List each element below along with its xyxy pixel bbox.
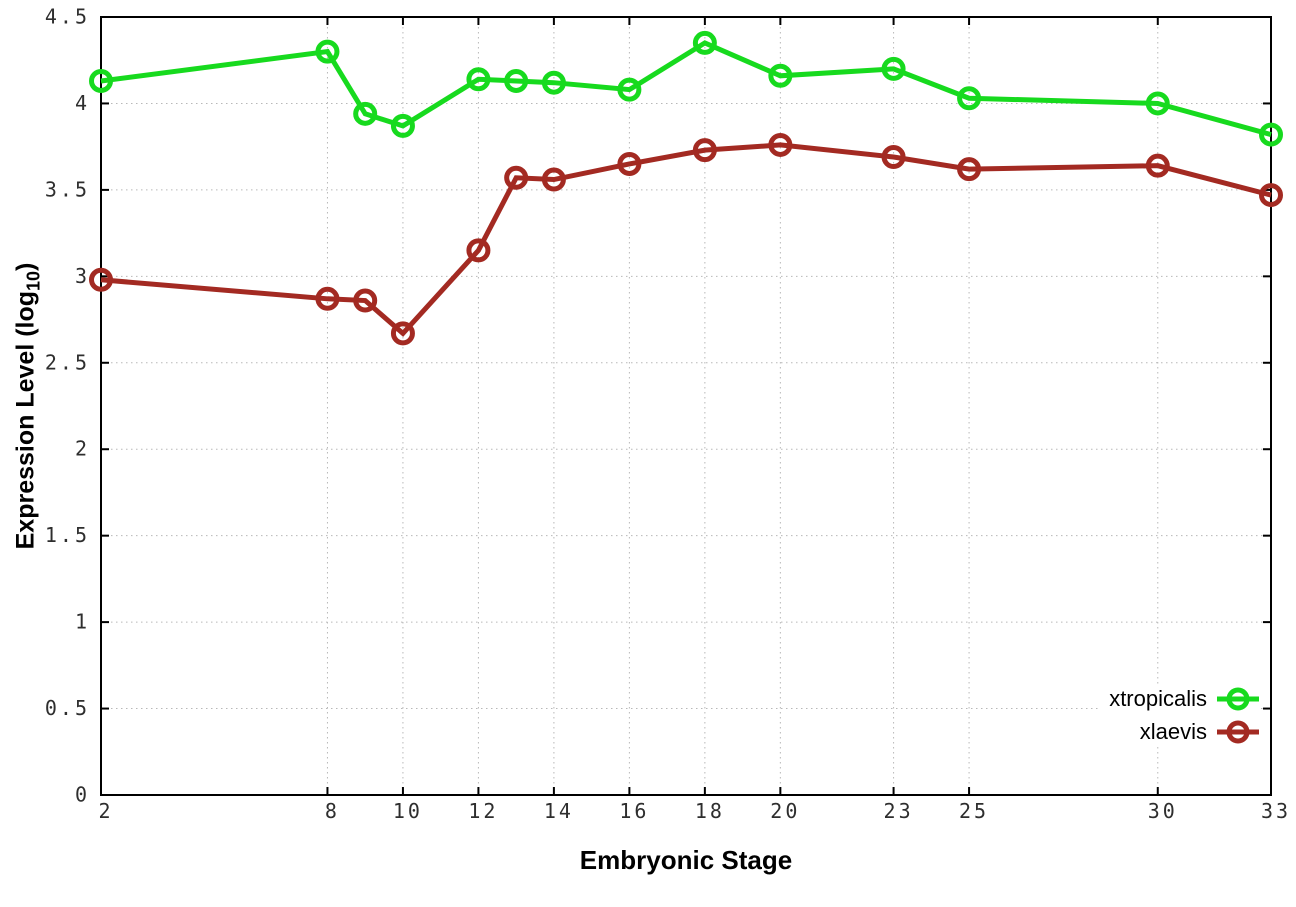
x-tick-label: 16 (619, 799, 649, 823)
data-point-xlaevis (353, 288, 378, 313)
x-tick-label: 25 (959, 799, 989, 823)
legend-circle-icon (1226, 720, 1250, 744)
legend-label-xtropicalis: xtropicalis (1109, 686, 1207, 711)
legend-item-xtropicalis: xtropicalis (1109, 684, 1260, 714)
legend-label-xlaevis: xlaevis (1139, 719, 1207, 744)
y-tick-label: 1.5 (45, 523, 90, 547)
y-tick-label: 2.5 (45, 350, 90, 374)
data-point-xtropicalis (353, 101, 378, 126)
y-tick-label: 1 (75, 610, 90, 634)
x-tick-label: 23 (884, 799, 914, 823)
x-tick-label: 18 (695, 799, 725, 823)
x-tick-label: 10 (393, 799, 423, 823)
legend-circle-icon (1226, 687, 1250, 711)
data-point-xlaevis (692, 138, 717, 163)
y-tick-label: 0 (75, 783, 90, 807)
data-point-xtropicalis (1259, 122, 1283, 147)
data-point-xlaevis (541, 167, 566, 192)
data-point-xtropicalis (504, 68, 529, 93)
y-tick-label: 2 (75, 437, 90, 461)
y-axis-title-suffix: ) (11, 262, 40, 271)
data-point-xtropicalis (617, 77, 642, 102)
x-tick-label: 33 (1261, 799, 1291, 823)
series-line-xlaevis (100, 142, 1272, 337)
legend-marker-xtropicalis-icon (1217, 687, 1259, 711)
data-point-xtropicalis (466, 67, 491, 92)
x-tick-label: 20 (770, 799, 800, 823)
data-point-xtropicalis (315, 39, 340, 64)
y-axis-title-text: Expression Level (log (11, 290, 40, 550)
data-point-xlaevis (768, 132, 793, 157)
data-point-xlaevis (89, 267, 113, 292)
data-point-xtropicalis (768, 63, 793, 88)
plot-border (100, 16, 1272, 796)
data-point-xlaevis (617, 151, 642, 176)
y-tick-label: 0.5 (45, 696, 90, 720)
data-point-xtropicalis (89, 68, 113, 93)
data-point-xtropicalis (692, 30, 717, 55)
data-point-xtropicalis (390, 113, 415, 138)
data-point-xlaevis (957, 157, 982, 182)
y-tick-label: 3.5 (45, 177, 90, 201)
data-point-xlaevis (1145, 153, 1170, 178)
legend: xtropicalis xlaevis (1099, 684, 1260, 747)
x-axis-title: Embryonic Stage (579, 845, 793, 875)
data-point-xlaevis (315, 286, 340, 311)
data-point-xtropicalis (1145, 91, 1170, 116)
data-point-xlaevis (1259, 183, 1283, 208)
data-point-xlaevis (466, 238, 491, 263)
y-tick-label: 4 (75, 91, 90, 115)
x-tick-label: 30 (1148, 799, 1178, 823)
y-tick-label: 4.5 (45, 5, 90, 29)
x-tick-label: 12 (468, 799, 498, 823)
x-tick-label: 8 (325, 799, 340, 823)
x-tick-label: 14 (544, 799, 574, 823)
legend-item-xlaevis: xlaevis (1140, 717, 1260, 747)
data-point-xlaevis (881, 145, 906, 170)
data-point-xtropicalis (541, 70, 566, 95)
data-point-xtropicalis (881, 56, 906, 81)
series-line-xtropicalis (100, 40, 1272, 137)
data-point-xlaevis (504, 165, 529, 190)
y-axis-title: Expression Level (log10) (12, 263, 45, 550)
legend-marker-xlaevis-icon (1217, 720, 1259, 744)
data-point-xtropicalis (957, 86, 982, 111)
x-tick-label: 2 (98, 799, 113, 823)
y-tick-label: 3 (75, 264, 90, 288)
y-axis-title-subscript: 10 (23, 270, 44, 291)
data-point-xlaevis (390, 321, 415, 346)
